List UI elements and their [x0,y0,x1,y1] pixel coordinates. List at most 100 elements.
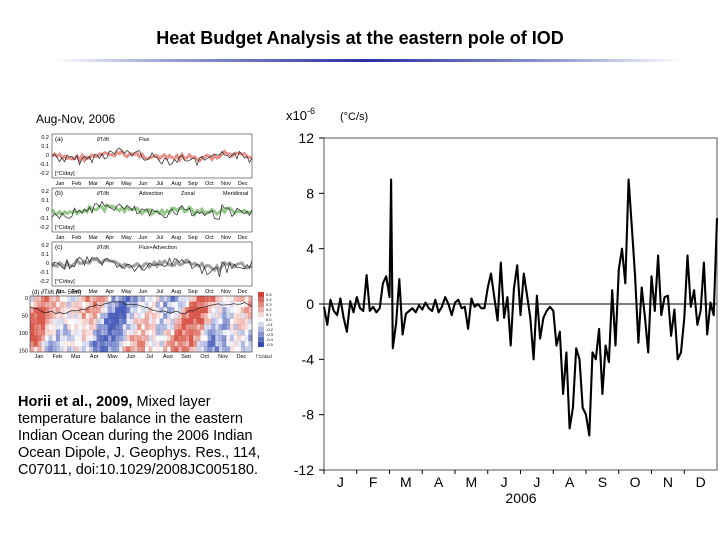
thumb-heat-cell [126,318,131,325]
thumb-heat-cell [163,346,168,353]
thumb-heat-cell [189,340,194,347]
thumb-heat-cell [170,307,175,314]
thumb-heat-cell [104,324,108,330]
thumb-heat-cell [78,312,83,319]
thumb-heat-cell [244,335,249,342]
thumb-heat-cell [122,324,127,330]
thumb-heat-cell [144,340,149,347]
thumb-heat-cell [129,346,134,353]
thumb-heat-cell [111,307,116,314]
thumb-heat-cell [229,335,234,342]
thumb-heat-cell [248,329,253,336]
thumb-heat-cell [170,324,175,330]
thumb-heat-cell [148,296,153,302]
thumb-heat-cell [144,335,149,342]
thumb-heat-cell [111,324,116,330]
thumb-heat-cell [111,346,116,353]
thumb-heat-cell [226,318,231,325]
thumb-heat-cell [200,335,205,342]
thumb-heat-cell [226,340,231,347]
thumb-heat-cell [70,340,75,347]
thumb-heat-cell [41,312,46,319]
thumb-depth-tag: (d) ∂T/∂t (0 – 50m) [32,289,81,296]
thumb-heat-cell [92,346,97,353]
thumb-heat-cell [48,346,53,353]
thumb-heat-cell [78,341,82,347]
thumb-heat-cell [170,346,175,353]
thumb-heat-cell [152,329,157,336]
thumb-heat-cell [215,296,219,302]
thumb-heat-cell [144,324,149,330]
thumb-heat-cell [174,329,179,336]
thumb-heat-cell [59,318,64,325]
x-tick-label-month: N [663,474,673,490]
thumb-heat-cell [222,307,227,314]
thumb-heat-cell [152,312,157,319]
thumb-heat-cell [92,329,97,336]
thumb-heat-cell [240,346,245,353]
thumb-heat-cell [33,307,38,314]
thumb-panel-ylabel: [°C/day] [55,171,75,177]
thumb-heat-cell [67,318,71,324]
thumb-heat-cell [126,335,131,342]
thumb-heat-cell [122,296,127,302]
thumb-heat-cell [33,318,38,325]
thumb-heat-cell [63,312,68,319]
thumb-heat-cell [203,312,208,319]
thumb-heat-cell [159,329,164,336]
thumb-heat-cell [67,307,71,314]
thumb-heat-cell [115,301,120,308]
thumb-month-label: Jun [139,181,148,187]
thumb-heat-cell [240,312,245,319]
thumb-legend-label: Zonal [181,191,195,197]
thumb-heat-cell [159,318,164,325]
thumb-colorbar-swatch [257,291,265,298]
thumb-month-label: May [107,354,118,358]
thumb-heat-cell [122,301,127,308]
thumb-heat-cell [207,312,212,319]
thumb-heat-cell [233,329,238,336]
thumb-heat-cell [181,340,186,347]
thumb-heat-cell [229,340,234,347]
thumb-depth-ytick: 50 [22,314,28,320]
thumb-heat-cell [81,318,86,325]
thumb-heat-cell [111,340,116,347]
thumb-colorbar-swatch [257,306,265,313]
thumb-heat-cell [166,307,171,314]
thumb-heat-cell [155,346,160,353]
thumb-heat-cell [67,296,71,302]
thumb-heat-cell [244,296,249,302]
thumb-heat-cell [204,335,208,341]
thumb-heat-cell [60,296,64,302]
thumb-heat-cell [30,324,34,330]
thumb-heat-cell [37,346,42,353]
thumb-heat-cell [244,340,249,347]
thumb-heat-cell [155,329,160,336]
thumb-colorbar-label: -0.2 [266,327,274,332]
thumb-heat-cell [248,318,253,325]
thumb-heat-cell [245,330,249,336]
thumb-heat-cell [155,340,160,347]
thumb-heat-cell [81,307,86,314]
thumb-heat-cell [48,318,53,325]
thumb-heat-cell [111,296,116,302]
thumb-depth-ytick: 150 [19,349,28,355]
thumb-heat-cell [63,318,68,325]
thumb-panel-tag: (a) [55,136,63,143]
thumb-month-label: Jun [139,289,148,295]
thumb-month-label: Apr [90,354,99,358]
thumb-heat-cell [248,340,253,347]
thumb-heat-cell [159,312,164,319]
thumb-heat-cell [211,329,216,336]
thumb-heat-cell [63,296,67,302]
thumb-heat-cell [170,296,175,302]
thumb-heat-cell [152,318,157,325]
thumb-colorbar-label: -0.3 [266,332,274,337]
thumb-heat-cell [174,296,179,302]
thumb-heat-cell [85,335,90,342]
thumb-legend-label: Flux+Advection [139,245,177,251]
thumb-heat-cell [178,340,182,347]
thumb-heat-cell [222,346,227,353]
thumb-heat-cell [126,312,131,319]
thumb-heat-cell [244,307,249,314]
